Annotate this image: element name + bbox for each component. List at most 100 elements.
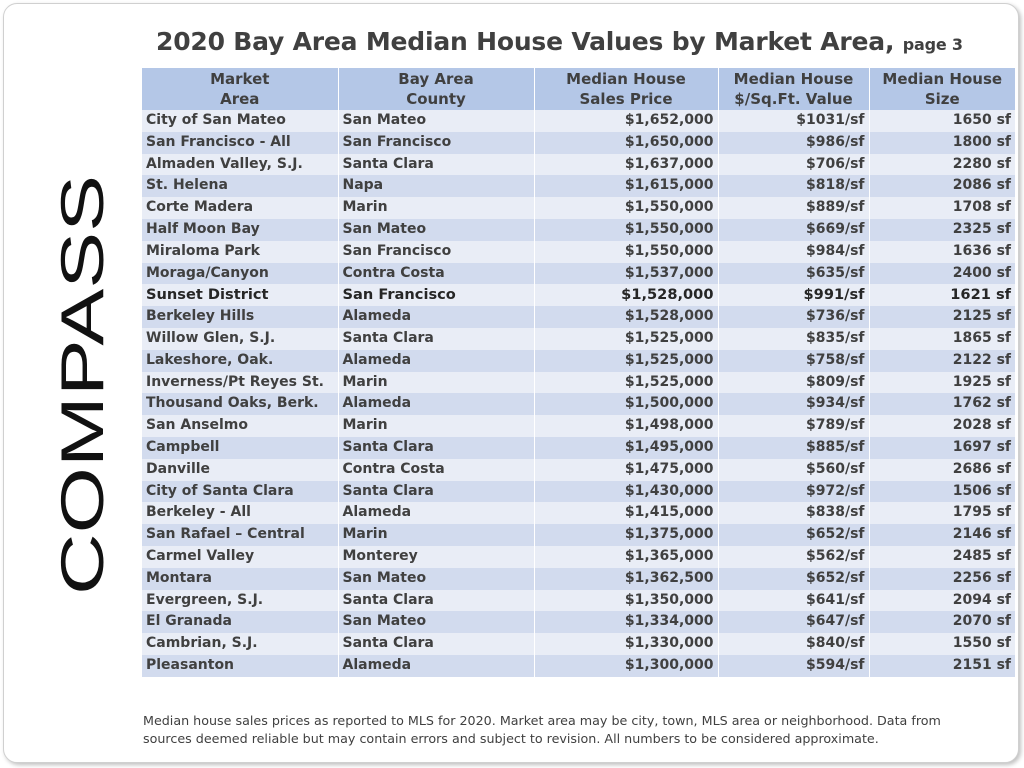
cell-house-size: 2325 sf: [869, 218, 1015, 241]
cell-house-size: 2086 sf: [869, 175, 1015, 198]
cell-price-per-sqft: $635/sf: [718, 262, 870, 285]
cell-market-area: Corte Madera: [142, 197, 339, 219]
table-row: Lakeshore, Oak. Alameda $1,525,000 $758/sf 2…: [142, 349, 1015, 372]
table-row: Moraga/Canyon Contra Costa $1,537,000 $635/…: [142, 262, 1015, 285]
cell-house-size: 2400 sf: [869, 262, 1015, 285]
cell-house-size: 1865 sf: [869, 327, 1015, 350]
table-row: City of Santa Clara Santa Clara $1,430,000…: [142, 480, 1015, 503]
cell-sales-price: $1,528,000: [534, 306, 719, 328]
table-row: Campbell Santa Clara $1,495,000 $885/sf 1697…: [142, 436, 1015, 459]
cell-house-size: 1621 sf: [869, 284, 1015, 307]
table-row: Half Moon Bay San Mateo $1,550,000 $669/sf 2…: [142, 218, 1015, 241]
cell-county: Santa Clara: [338, 327, 535, 350]
table-row: Berkeley Hills Alameda $1,528,000 $736/sf 21…: [142, 306, 1015, 328]
header-sales-price: Median House Sales Price: [534, 68, 719, 110]
table-row: Miraloma Park San Francisco $1,550,000 $984…: [142, 240, 1015, 263]
cell-county: Contra Costa: [338, 458, 535, 481]
cell-market-area: Montara: [142, 567, 339, 590]
cell-price-per-sqft: $885/sf: [718, 436, 870, 459]
cell-county: Santa Clara: [338, 153, 535, 176]
header-market-area: Market Area: [142, 68, 339, 110]
table-row: Thousand Oaks, Berk. Alameda $1,500,000 $93…: [142, 393, 1015, 416]
cell-house-size: 2146 sf: [869, 524, 1015, 546]
cell-sales-price: $1,365,000: [534, 545, 719, 568]
cell-county: Alameda: [338, 502, 535, 525]
cell-county: San Mateo: [338, 567, 535, 590]
cell-price-per-sqft: $984/sf: [718, 240, 870, 263]
cell-market-area: El Granada: [142, 611, 339, 634]
cell-price-per-sqft: $840/sf: [718, 633, 870, 655]
cell-market-area: Willow Glen, S.J.: [142, 327, 339, 350]
table-row: Evergreen, S.J. Santa Clara $1,350,000 $641…: [142, 589, 1015, 612]
cell-price-per-sqft: $562/sf: [718, 545, 870, 568]
cell-price-per-sqft: $835/sf: [718, 327, 870, 350]
cell-price-per-sqft: $1031/sf: [718, 110, 870, 132]
cell-county: Santa Clara: [338, 589, 535, 612]
cell-county: Contra Costa: [338, 262, 535, 285]
cell-price-per-sqft: $669/sf: [718, 218, 870, 241]
table-row: Berkeley - All Alameda $1,415,000 $838/sf 17…: [142, 502, 1015, 525]
cell-county: Santa Clara: [338, 436, 535, 459]
cell-market-area: Miraloma Park: [142, 240, 339, 263]
header-county: Bay Area County: [338, 68, 535, 110]
cell-market-area: Almaden Valley, S.J.: [142, 153, 339, 176]
footnote-line-2: sources deemed reliable but may contain …: [143, 731, 879, 746]
cell-price-per-sqft: $560/sf: [718, 458, 870, 481]
cell-price-per-sqft: $991/sf: [718, 284, 870, 307]
cell-county: Santa Clara: [338, 480, 535, 503]
cell-sales-price: $1,615,000: [534, 175, 719, 198]
footnote: Median house sales prices as reported to…: [143, 712, 1013, 748]
cell-price-per-sqft: $972/sf: [718, 480, 870, 503]
cell-market-area: Half Moon Bay: [142, 218, 339, 241]
cell-county: San Francisco: [338, 284, 535, 307]
cell-price-per-sqft: $758/sf: [718, 349, 870, 372]
cell-sales-price: $1,375,000: [534, 524, 719, 546]
cell-house-size: 2256 sf: [869, 567, 1015, 590]
cell-house-size: 2122 sf: [869, 349, 1015, 372]
table-row: Carmel Valley Monterey $1,365,000 $562/sf 24…: [142, 545, 1015, 568]
cell-sales-price: $1,430,000: [534, 480, 719, 503]
cell-county: Alameda: [338, 306, 535, 328]
cell-market-area: City of Santa Clara: [142, 480, 339, 503]
cell-sales-price: $1,475,000: [534, 458, 719, 481]
cell-price-per-sqft: $594/sf: [718, 654, 870, 677]
cell-house-size: 1800 sf: [869, 131, 1015, 154]
header-house-size: Median House Size: [869, 68, 1015, 110]
cell-price-per-sqft: $986/sf: [718, 131, 870, 154]
cell-price-per-sqft: $809/sf: [718, 371, 870, 394]
header-price-per-sqft: Median House $/Sq.Ft. Value: [718, 68, 870, 110]
cell-house-size: 1795 sf: [869, 502, 1015, 525]
cell-sales-price: $1,500,000: [534, 393, 719, 416]
cell-market-area: Danville: [142, 458, 339, 481]
cell-market-area: Berkeley - All: [142, 502, 339, 525]
cell-house-size: 2125 sf: [869, 306, 1015, 328]
cell-sales-price: $1,652,000: [534, 110, 719, 132]
cell-sales-price: $1,550,000: [534, 218, 719, 241]
cell-county: Alameda: [338, 654, 535, 677]
cell-county: Santa Clara: [338, 633, 535, 655]
cell-price-per-sqft: $706/sf: [718, 153, 870, 176]
cell-market-area: Campbell: [142, 436, 339, 459]
cell-price-per-sqft: $838/sf: [718, 502, 870, 525]
cell-price-per-sqft: $652/sf: [718, 567, 870, 590]
cell-market-area: City of San Mateo: [142, 110, 339, 132]
cell-county: Marin: [338, 415, 535, 437]
cell-sales-price: $1,362,500: [534, 567, 719, 590]
cell-market-area: Thousand Oaks, Berk.: [142, 393, 339, 416]
cell-house-size: 1636 sf: [869, 240, 1015, 263]
cell-county: Napa: [338, 175, 535, 198]
cell-market-area: St. Helena: [142, 175, 339, 198]
cell-county: San Mateo: [338, 110, 535, 132]
title-page-suffix: page 3: [902, 35, 963, 54]
cell-price-per-sqft: $889/sf: [718, 197, 870, 219]
cell-county: Monterey: [338, 545, 535, 568]
cell-sales-price: $1,650,000: [534, 131, 719, 154]
cell-market-area: San Rafael – Central: [142, 524, 339, 546]
cell-sales-price: $1,550,000: [534, 240, 719, 263]
cell-house-size: 1708 sf: [869, 197, 1015, 219]
cell-county: Alameda: [338, 349, 535, 372]
median-values-table: Market Area Bay Area County Median House…: [142, 68, 1015, 677]
cell-market-area: Carmel Valley: [142, 545, 339, 568]
cell-sales-price: $1,330,000: [534, 633, 719, 655]
table-row: Pleasanton Alameda $1,300,000 $594/sf 2151 s…: [142, 654, 1015, 677]
